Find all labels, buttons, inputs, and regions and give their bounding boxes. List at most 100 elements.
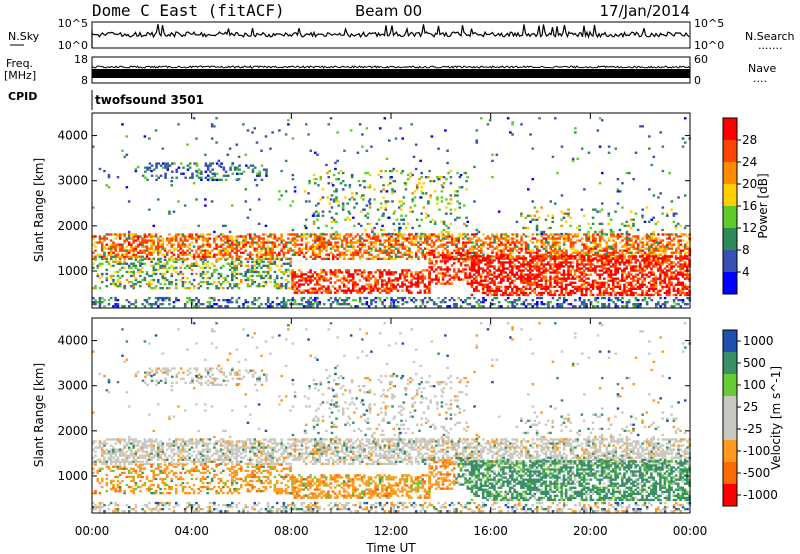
power-cell xyxy=(407,269,411,272)
power-cell xyxy=(368,198,372,201)
power-cell xyxy=(244,257,248,261)
power-cell xyxy=(215,285,218,288)
power-cell xyxy=(312,220,316,224)
power-cell xyxy=(327,255,331,258)
power-cell xyxy=(271,233,274,236)
power-cell xyxy=(347,245,351,248)
power-cell xyxy=(647,263,651,266)
power-cell xyxy=(466,274,470,277)
power-cell xyxy=(121,253,124,256)
power-cell xyxy=(419,235,422,238)
power-cell xyxy=(540,283,543,286)
power-cell xyxy=(508,269,512,272)
power-cell xyxy=(668,263,671,266)
power-cell xyxy=(627,281,631,284)
power-cell xyxy=(210,262,214,265)
power-cell xyxy=(302,273,306,276)
power-cell xyxy=(535,277,539,280)
power-cell xyxy=(287,268,290,272)
power-cell xyxy=(359,210,363,213)
power-cell xyxy=(408,233,411,236)
power-cell xyxy=(264,224,268,228)
power-cell xyxy=(105,257,109,261)
power-cell xyxy=(240,241,243,244)
power-cell xyxy=(497,273,501,276)
power-cell xyxy=(213,268,216,272)
power-cell xyxy=(520,237,523,240)
power-cell xyxy=(621,289,624,293)
power-cell xyxy=(359,224,363,228)
power-cell xyxy=(219,274,223,278)
power-cell xyxy=(322,269,326,272)
power-cell xyxy=(125,262,129,265)
power-cell xyxy=(392,271,395,274)
power-cell xyxy=(625,259,629,262)
power-cell xyxy=(316,291,319,294)
power-cell xyxy=(175,247,178,250)
power-cell xyxy=(201,270,205,274)
power-cell xyxy=(529,253,532,256)
power-cell xyxy=(580,257,584,260)
power-cell xyxy=(233,168,237,171)
power-cell xyxy=(352,216,355,219)
power-cell xyxy=(632,247,635,250)
power-cell xyxy=(327,287,330,290)
power-cell xyxy=(560,235,564,238)
power-cell xyxy=(627,289,631,293)
power-cell xyxy=(549,200,553,203)
power-cell xyxy=(383,287,386,290)
power-cell xyxy=(331,285,335,288)
power-cell xyxy=(170,264,174,268)
power-cell xyxy=(206,243,209,246)
power-cell xyxy=(674,275,678,278)
power-cell xyxy=(440,200,444,203)
power-cell xyxy=(683,261,687,264)
power-cell xyxy=(538,265,541,268)
power-cell xyxy=(219,245,223,248)
power-cell xyxy=(656,291,660,295)
power-cell xyxy=(316,289,319,292)
power-cell xyxy=(134,264,138,268)
power-cell xyxy=(526,263,530,266)
power-cell xyxy=(340,277,344,280)
power-cell xyxy=(562,239,566,242)
power-cell xyxy=(582,259,586,262)
power-cell xyxy=(594,245,597,248)
power-cell xyxy=(346,202,349,205)
power-cell xyxy=(182,172,185,175)
power-cell xyxy=(356,253,360,256)
power-cell xyxy=(623,287,626,291)
power-cell xyxy=(681,245,685,248)
power-cell xyxy=(491,249,494,252)
power-cell xyxy=(506,279,510,282)
power-cell xyxy=(291,243,295,246)
power-cell xyxy=(668,247,671,250)
power-cell xyxy=(112,245,115,248)
power-cell xyxy=(331,257,335,261)
power-cell xyxy=(425,269,429,272)
power-cell xyxy=(145,241,149,244)
power-cell xyxy=(260,241,263,244)
power-cell xyxy=(116,251,120,254)
power-cell xyxy=(630,283,633,286)
power-cell xyxy=(240,278,243,282)
power-cell xyxy=(418,224,421,228)
power-cell xyxy=(318,251,322,254)
power-cell xyxy=(168,237,171,240)
power-cell xyxy=(181,243,185,246)
power-cell xyxy=(334,243,337,246)
power-cell xyxy=(547,251,550,254)
power-cell xyxy=(453,268,456,271)
power-cell xyxy=(458,232,462,236)
power-cell xyxy=(432,264,436,267)
power-cell xyxy=(116,243,120,246)
power-cell xyxy=(356,239,360,242)
power-cell xyxy=(493,271,496,274)
power-cell xyxy=(444,237,447,240)
power-cell xyxy=(403,233,407,236)
power-cell xyxy=(365,257,369,261)
power-cell xyxy=(170,272,174,276)
power-cell xyxy=(233,247,236,250)
power-cell xyxy=(511,251,514,254)
power-cell xyxy=(571,289,575,293)
